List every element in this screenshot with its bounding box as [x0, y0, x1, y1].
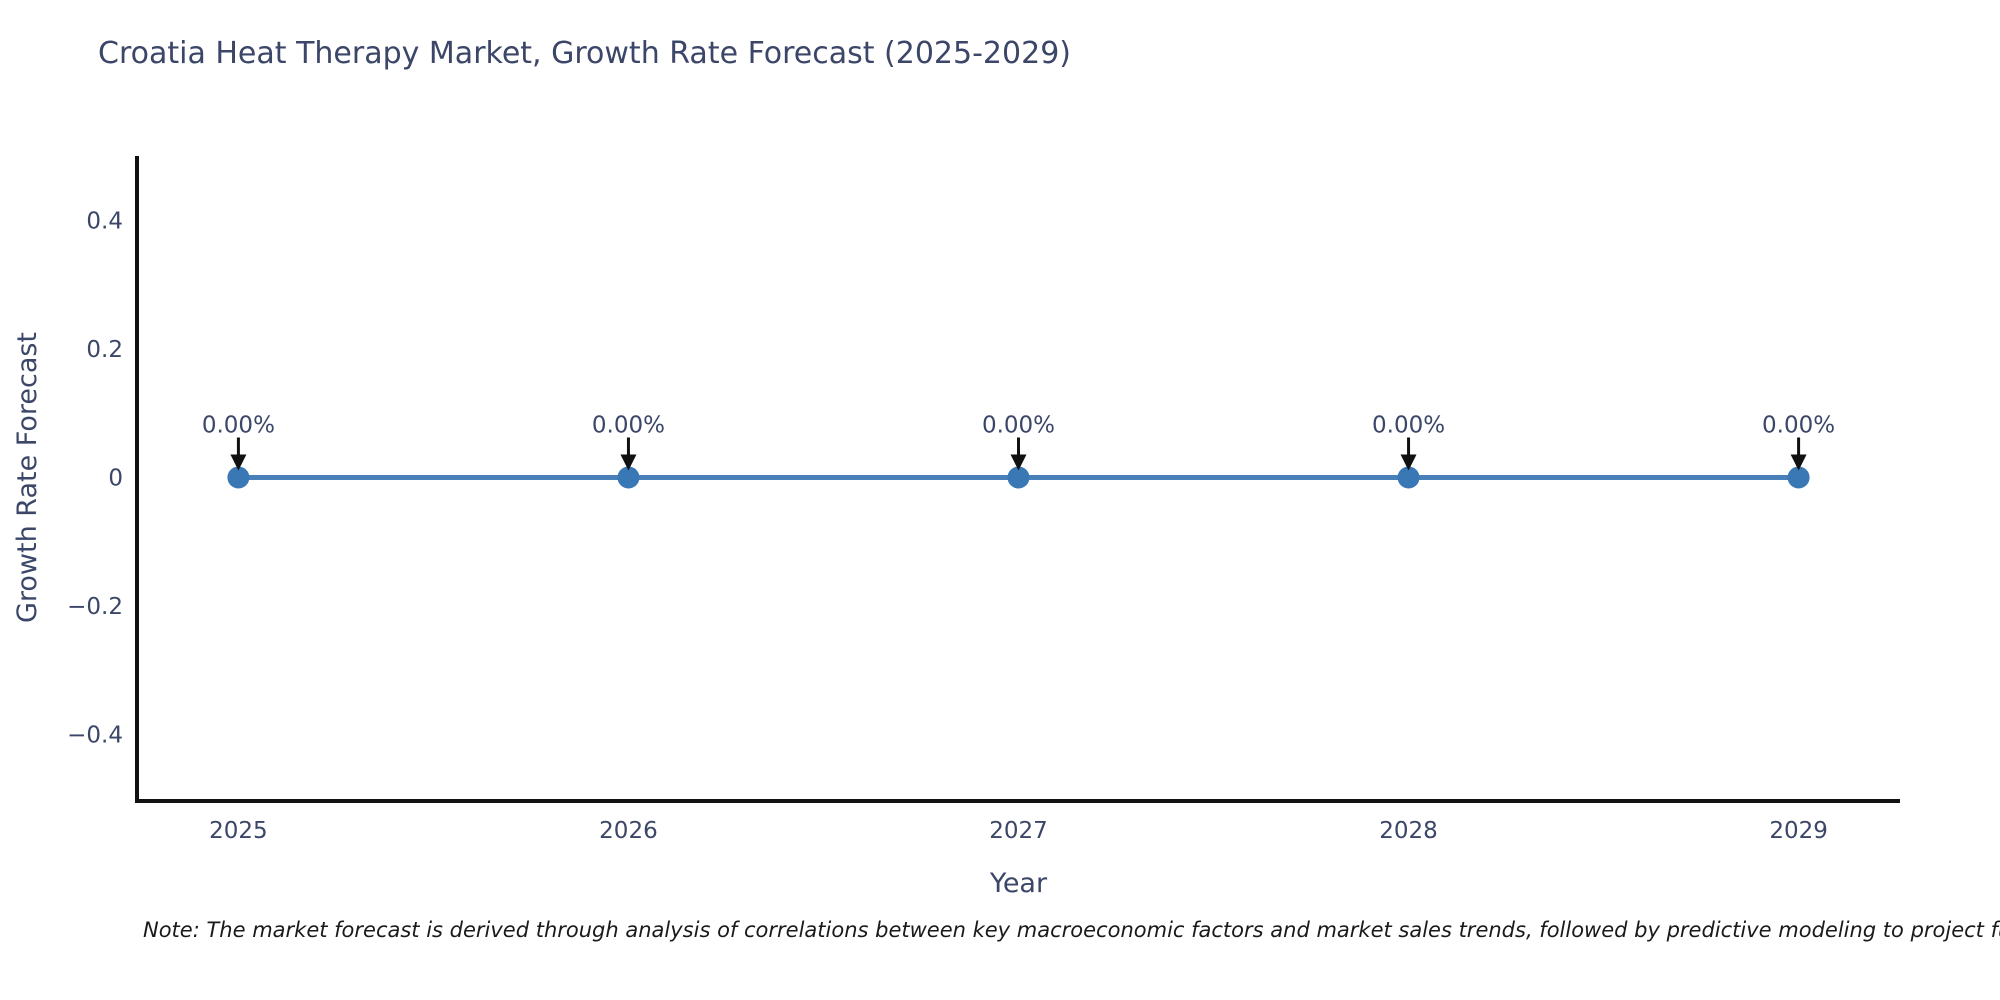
x-tick-label: 2027 [989, 818, 1048, 844]
data-point-marker [1007, 466, 1030, 489]
y-tick-label: −0.2 [67, 594, 123, 620]
data-point-marker [1397, 466, 1420, 489]
data-point-marker [617, 466, 640, 489]
y-tick-label: 0 [108, 466, 123, 492]
x-tick-label: 2025 [209, 818, 268, 844]
y-axis-title: Growth Rate Forecast [12, 332, 43, 623]
x-tick-label: 2026 [599, 818, 658, 844]
annotation-arrow-head [230, 454, 247, 471]
x-tick-label: 2028 [1379, 818, 1438, 844]
x-tick-label: 2029 [1769, 818, 1828, 844]
y-tick-label: 0.2 [86, 337, 123, 363]
annotation-label: 0.00% [1762, 413, 1835, 439]
x-axis-title: Year [989, 868, 1048, 899]
annotation-arrow-head [620, 454, 637, 471]
footnote: Note: The market forecast is derived thr… [143, 918, 2000, 942]
annotation-arrow-head [1400, 454, 1417, 471]
y-tick-label: −0.4 [67, 723, 123, 749]
annotation-label: 0.00% [982, 413, 1055, 439]
y-tick-label: 0.4 [86, 208, 123, 234]
annotation-label: 0.00% [592, 413, 665, 439]
data-point-marker [1787, 466, 1810, 489]
annotation-label: 0.00% [202, 413, 275, 439]
annotation-arrow-head [1790, 454, 1807, 471]
chart-title: Croatia Heat Therapy Market, Growth Rate… [98, 36, 1071, 71]
annotation-label: 0.00% [1372, 413, 1445, 439]
annotation-arrow-head [1010, 454, 1027, 471]
data-point-marker [227, 466, 250, 489]
